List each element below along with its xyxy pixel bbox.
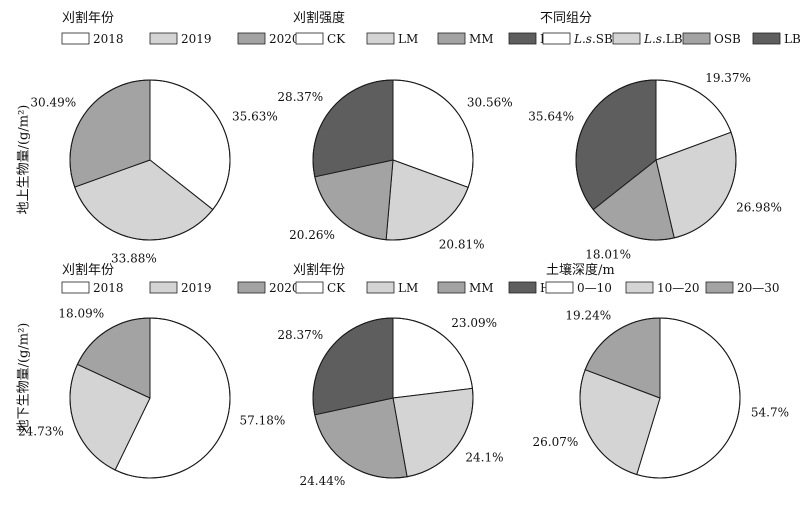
- legend-swatch: [508, 281, 537, 294]
- legend-label: LM: [398, 281, 418, 295]
- pie-outline: [575, 79, 737, 241]
- chart-title: 土壤深度/m: [546, 262, 615, 278]
- row-label-bottom: 地下生物量/(g/m²): [16, 322, 32, 433]
- data-label: 35.64%: [528, 109, 574, 123]
- legend-label: L.s.LB: [643, 32, 683, 46]
- legend-swatch: [237, 32, 266, 45]
- row-label-top: 地上生物量/(g/m²): [16, 104, 32, 215]
- data-label: 18.09%: [58, 307, 104, 321]
- chart-title: 刈割年份: [62, 262, 114, 278]
- legend-label: L.s.SB: [573, 32, 613, 46]
- legend-swatch: [237, 281, 266, 294]
- pie-outline: [69, 317, 231, 479]
- data-label: 19.37%: [705, 71, 751, 85]
- legend-label: CK: [327, 281, 346, 295]
- pie-slice-hm: [312, 317, 394, 416]
- data-label: 24.73%: [18, 425, 64, 439]
- legend-label: CK: [327, 32, 346, 46]
- data-label: 26.07%: [533, 435, 579, 449]
- legend-label: 0—10: [577, 281, 612, 295]
- data-label: 28.37%: [277, 90, 323, 104]
- legend-swatch: [61, 32, 90, 45]
- legend-label: 20—30: [737, 281, 780, 295]
- data-label: 18.01%: [585, 247, 631, 261]
- data-label: 57.18%: [240, 413, 286, 427]
- legend-swatch: [437, 281, 466, 294]
- data-label: 24.44%: [300, 474, 346, 488]
- data-label: 24.1%: [465, 451, 503, 465]
- legend-label: 2020: [269, 32, 300, 46]
- pie-chart-5: 刈割年份CKLMMMHM23.09%24.1%24.44%28.37%: [277, 262, 562, 488]
- pie-outline: [579, 317, 741, 479]
- chart-title: 刈割年份: [62, 10, 114, 26]
- pie-chart-1: 刈割年份 2018 2019 2020 35.63% 33.88% 30.49%: [30, 10, 299, 266]
- legend-swatch: [149, 32, 178, 45]
- legend-swatch: [752, 32, 781, 45]
- data-label: 23.09%: [451, 316, 497, 330]
- legend-swatch: [295, 281, 324, 294]
- legend-swatch: [542, 32, 571, 45]
- legend-label: 2018: [93, 32, 124, 46]
- data-label: 19.24%: [565, 309, 611, 323]
- legend-swatch: [545, 281, 574, 294]
- data-label: 26.98%: [736, 200, 782, 214]
- legend-label: 10—20: [657, 281, 700, 295]
- data-label: 33.88%: [111, 252, 157, 266]
- pie-outline: [312, 317, 474, 479]
- pie-chart-2: 刈割强度CKLMMMHM30.56%20.81%20.26%28.37%: [277, 10, 562, 251]
- pie-chart-6: 土壤深度/m 0—10 10—20 20—30 54.7% 26.07% 19.24%: [533, 262, 789, 479]
- legend-label: 2018: [93, 281, 124, 295]
- legend-swatch: [682, 32, 711, 45]
- pie-outline: [312, 79, 474, 241]
- data-label: 54.7%: [751, 406, 789, 420]
- legend-swatch: [705, 281, 734, 294]
- data-label: 28.37%: [277, 328, 323, 342]
- data-label: 35.63%: [232, 109, 278, 123]
- legend-swatch: [437, 32, 466, 45]
- data-label: 30.49%: [30, 96, 76, 110]
- legend-swatch: [295, 32, 324, 45]
- data-label: 20.26%: [289, 228, 335, 242]
- chart-title: 不同组分: [540, 11, 592, 26]
- legend-swatch: [149, 281, 178, 294]
- legend-swatch: [508, 32, 537, 45]
- legend-label: 2019: [181, 32, 212, 46]
- legend-label: OSB: [714, 32, 741, 46]
- legend-label: 2019: [181, 281, 212, 295]
- chart-title: 刈割年份: [293, 262, 345, 278]
- pie-outline: [69, 79, 231, 241]
- data-label: 30.56%: [467, 96, 513, 110]
- legend-swatch: [366, 32, 395, 45]
- legend-label: LB: [784, 32, 800, 46]
- legend-label: MM: [469, 281, 494, 295]
- legend-label: MM: [469, 32, 494, 46]
- legend-swatch: [612, 32, 641, 45]
- legend-label: 2020: [269, 281, 300, 295]
- legend-swatch: [625, 281, 654, 294]
- legend-label: LM: [398, 32, 418, 46]
- legend-swatch: [61, 281, 90, 294]
- pie-chart-3: 不同组分 L.s.SB L.s.LB OSB LB 19.37% 26.98% 18.01% 3…: [528, 11, 800, 261]
- legend-swatch: [366, 281, 395, 294]
- pie-slice-hm: [312, 79, 394, 178]
- chart-title: 刈割强度: [293, 10, 345, 26]
- pie-chart-4: 刈割年份 2018 2019 2020 57.18% 24.73% 18.09%: [18, 262, 300, 479]
- data-label: 20.81%: [439, 237, 485, 251]
